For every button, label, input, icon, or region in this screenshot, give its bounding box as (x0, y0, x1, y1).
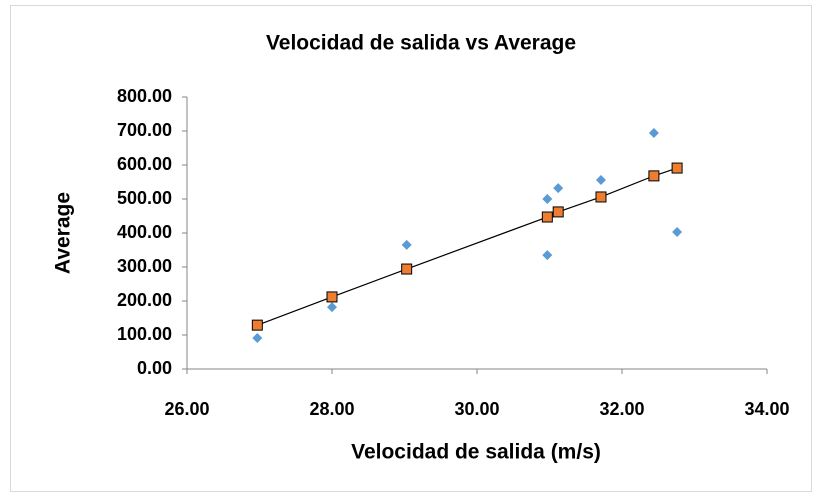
point (595, 191, 607, 203)
y-tick-label: 0.00 (137, 358, 172, 378)
point (542, 250, 553, 261)
point (326, 291, 338, 303)
chart-border (10, 5, 812, 492)
y-axis-label: Average (52, 192, 75, 274)
point (252, 333, 263, 344)
point (541, 211, 553, 223)
point (552, 206, 564, 218)
point (671, 162, 683, 174)
point (648, 170, 660, 182)
chart-title: Velocidad de salida vs Average (266, 32, 576, 55)
y-tick-label: 200.00 (117, 290, 172, 310)
x-tick-label: 28.00 (309, 399, 354, 419)
y-tick-label: 700.00 (117, 120, 172, 140)
x-axis-label: Velocidad de salida (m/s) (351, 441, 601, 464)
y-tick-label: 600.00 (117, 154, 172, 174)
point (542, 194, 553, 204)
point (595, 174, 606, 185)
y-tick-label: 300.00 (117, 256, 172, 276)
x-tick-label: 32.00 (599, 399, 644, 419)
x-tick-label: 26.00 (164, 399, 209, 419)
y-tick-label: 800.00 (117, 86, 172, 106)
point (251, 319, 263, 331)
y-tick-label: 400.00 (117, 222, 172, 242)
y-tick-label: 100.00 (117, 324, 172, 344)
point (327, 302, 337, 313)
x-tick-label: 34.00 (744, 399, 789, 419)
point (648, 128, 659, 139)
x-tick-label: 30.00 (454, 399, 499, 419)
y-tick-label: 500.00 (117, 188, 172, 208)
point (401, 263, 413, 275)
point (401, 239, 412, 250)
point (553, 183, 564, 194)
point (672, 226, 683, 237)
